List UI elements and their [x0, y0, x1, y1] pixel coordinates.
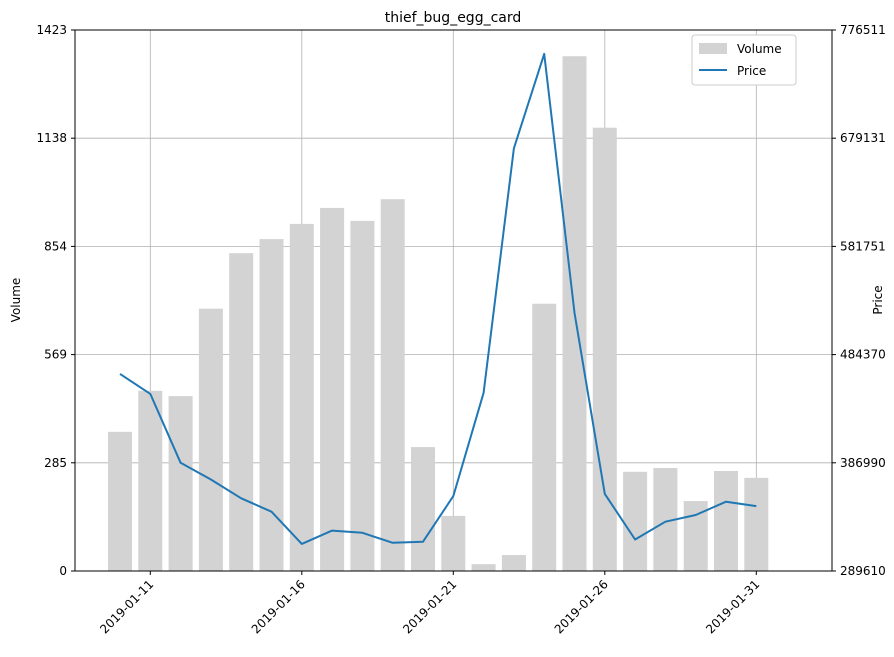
price-line-group — [119, 52, 757, 545]
volume-bar — [289, 223, 314, 571]
left-tick-label: 0 — [59, 564, 67, 578]
volume-bar — [623, 471, 648, 571]
volume-bar — [198, 308, 223, 571]
volume-bar — [532, 303, 557, 571]
x-tick-label: 2019-01-16 — [249, 577, 308, 636]
volume-bar — [714, 471, 738, 571]
volume-bar — [501, 555, 526, 571]
legend-price-label: Price — [737, 64, 766, 78]
price-line — [119, 52, 757, 545]
legend-volume-label: Volume — [737, 42, 782, 56]
volume-bar — [380, 199, 405, 571]
x-tick-label: 2019-01-31 — [703, 577, 762, 636]
left-axis: 0 285 569 854 1138 1423 — [36, 23, 75, 578]
left-tick-label: 285 — [44, 456, 67, 470]
volume-bar — [592, 127, 617, 571]
right-tick-label: 679131 — [840, 131, 886, 145]
volume-bar — [168, 396, 193, 571]
volume-bar — [411, 447, 435, 571]
volume-bar — [259, 239, 284, 571]
volume-bar — [138, 390, 163, 571]
right-tick-label: 386990 — [840, 456, 886, 470]
volume-bar — [441, 515, 466, 571]
left-tick-label: 1138 — [36, 131, 67, 145]
y-axis-label-right: Price — [871, 285, 885, 314]
x-tick-label: 2019-01-26 — [552, 577, 611, 636]
right-tick-label: 484370 — [840, 348, 886, 362]
x-axis: 2019-01-11 2019-01-16 2019-01-21 2019-01-26… — [97, 571, 762, 636]
volume-bar — [744, 477, 769, 571]
left-tick-label: 1423 — [36, 23, 67, 37]
chart-title: thief_bug_egg_card — [385, 10, 522, 26]
right-tick-label: 289610 — [840, 564, 886, 578]
x-tick-label: 2019-01-21 — [400, 577, 459, 636]
right-tick-label: 581751 — [840, 239, 886, 253]
y-axis-label-left: Volume — [9, 278, 23, 323]
right-axis: 289610 386990 484370 581751 679131 776511 — [832, 23, 886, 578]
x-tick-label: 2019-01-11 — [97, 577, 156, 636]
volume-bar — [229, 253, 254, 572]
volume-bar — [350, 220, 375, 571]
volume-bar — [108, 431, 132, 571]
legend: Volume Price — [691, 34, 797, 86]
left-tick-label: 569 — [44, 348, 67, 362]
volume-bars — [108, 56, 769, 572]
volume-bar — [320, 207, 345, 571]
volume-bar — [471, 564, 496, 571]
left-tick-label: 854 — [44, 239, 67, 253]
right-tick-label: 776511 — [840, 23, 886, 37]
legend-volume-swatch — [699, 43, 727, 54]
volume-bar — [683, 501, 708, 571]
